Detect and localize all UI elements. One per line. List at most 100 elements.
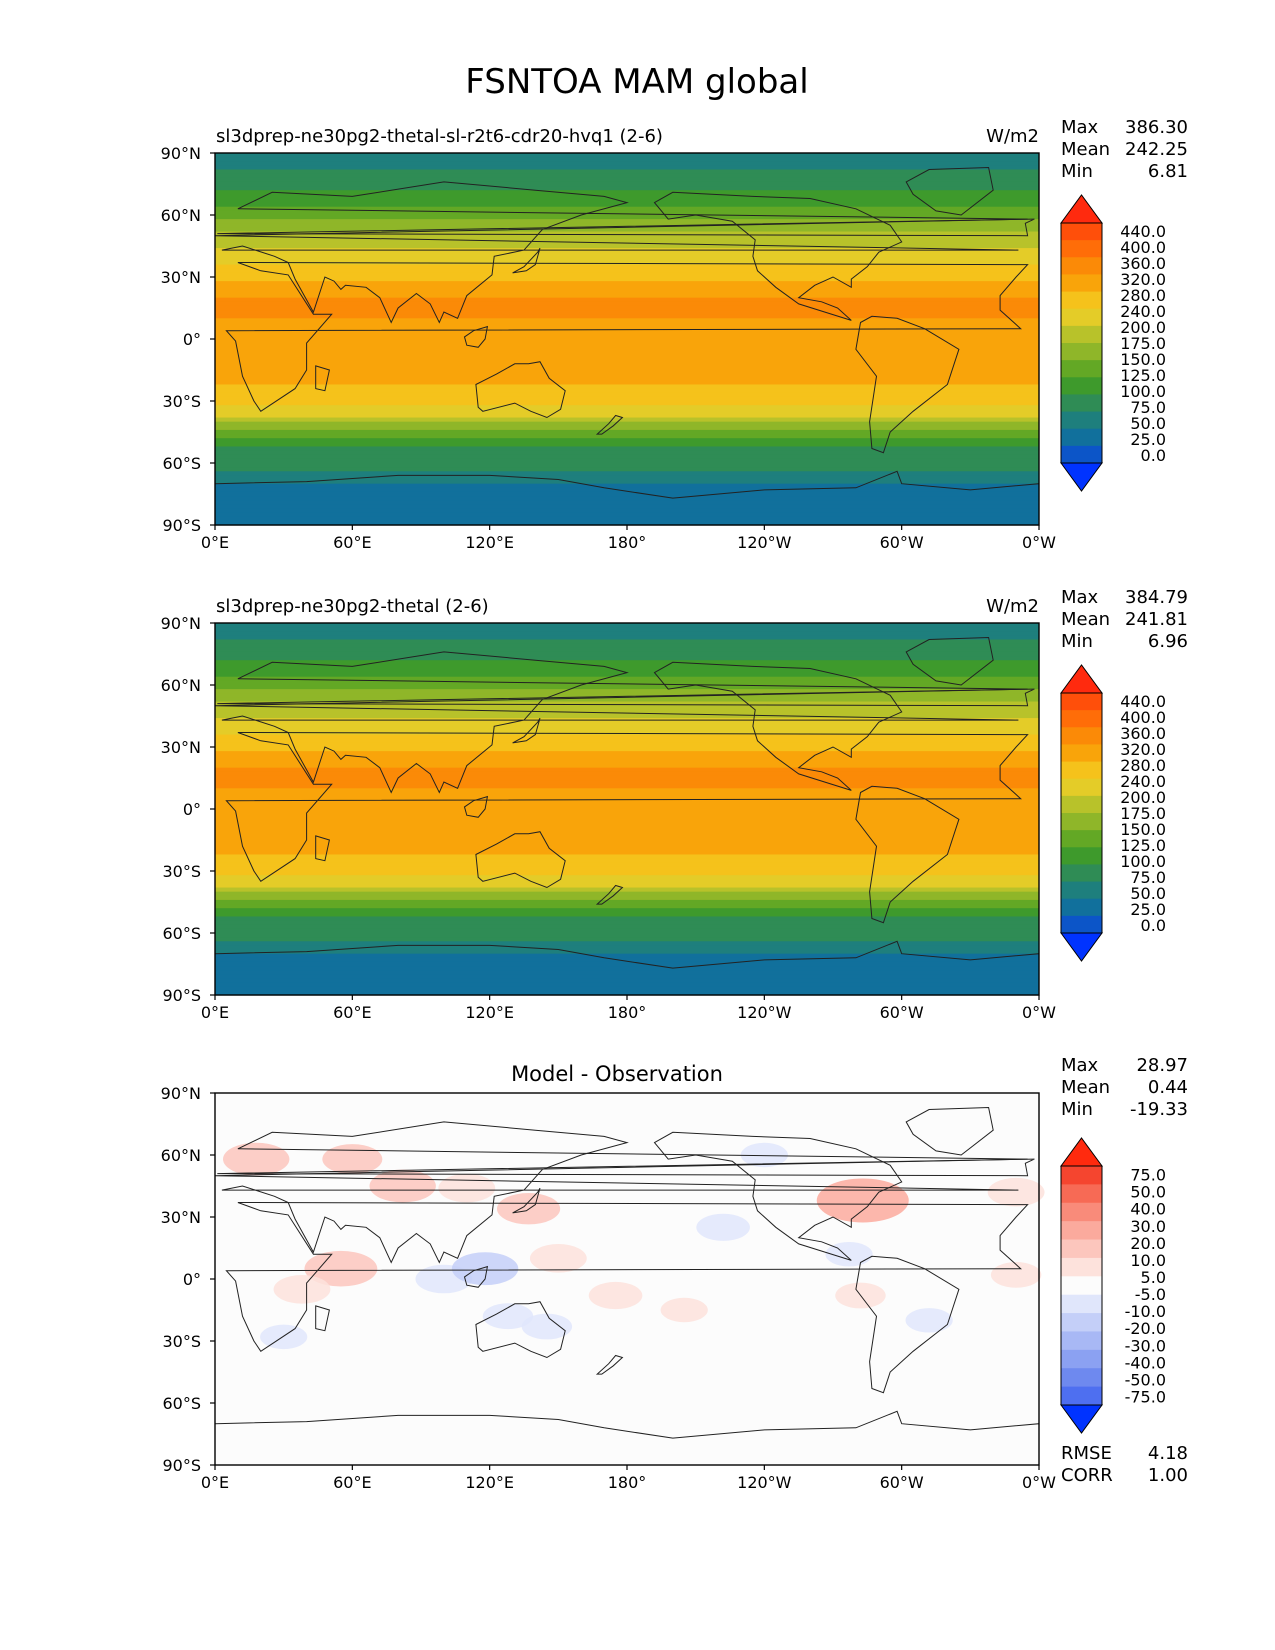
stats: Max 386.30 Mean 242.25 Min 6.81 — [1061, 117, 1188, 182]
colorbar-level-label: 240.0 — [1120, 302, 1166, 321]
field-band — [215, 726, 1039, 732]
x-tick-label: 0°E — [201, 1473, 229, 1492]
field-band — [215, 871, 1039, 876]
field-band — [215, 846, 1039, 851]
colorbar-level-label: 280.0 — [1120, 286, 1166, 305]
field-band — [215, 730, 1039, 736]
field-band — [215, 862, 1039, 868]
negative-anomaly — [905, 1308, 953, 1333]
y-tick-label: 60°S — [162, 454, 201, 473]
colorbar-segment — [1061, 308, 1102, 327]
field-band — [215, 738, 1039, 744]
coastline-new-zealand — [595, 414, 624, 435]
coastline-japan — [512, 247, 541, 274]
field-band — [215, 627, 1039, 632]
x-tick-label: 120°W — [737, 1003, 792, 1022]
colorbar-segment — [1061, 693, 1102, 711]
field-band — [215, 775, 1039, 781]
colorbar-level-label: 25.0 — [1130, 430, 1166, 449]
field-band — [215, 434, 1039, 439]
field-band — [215, 895, 1039, 901]
colorbar-segment — [1061, 1166, 1102, 1185]
coastline-japan — [512, 1187, 541, 1214]
field-band — [215, 709, 1039, 715]
field-band — [215, 804, 1039, 810]
field-band — [215, 763, 1039, 769]
x-tick-label: 120°W — [737, 533, 792, 552]
colorbar-level-label: 75.0 — [1130, 868, 1166, 887]
y-tick-label: 0° — [183, 1270, 201, 1289]
metrics: RMSE 4.18 CORR 1.00 — [1061, 1443, 1188, 1486]
colorbar-segment — [1061, 411, 1102, 430]
field-band — [215, 202, 1039, 208]
field-band — [215, 990, 1039, 996]
field-band — [215, 664, 1039, 670]
field-band — [215, 705, 1039, 711]
field-band — [215, 693, 1039, 698]
field-band — [215, 755, 1039, 760]
x-tick-label: 180° — [608, 533, 647, 552]
field-band — [215, 639, 1039, 645]
coastline-greenland — [905, 636, 994, 686]
field-band — [215, 879, 1039, 884]
coastline-uk — [217, 1158, 1035, 1177]
colorbar-segment — [1061, 761, 1102, 780]
field-band — [215, 643, 1039, 649]
colorbar-segment — [1061, 343, 1102, 361]
y-tick-label: 30°N — [161, 268, 201, 287]
x-tick-label: 60°E — [333, 533, 371, 552]
y-tick-label: 60°S — [162, 924, 201, 943]
field-band — [215, 647, 1039, 653]
field-band — [215, 330, 1039, 336]
field-band — [215, 301, 1039, 307]
field-band — [215, 467, 1039, 472]
stat-label: Mean — [1061, 1077, 1110, 1098]
coastline-madagascar — [315, 835, 330, 862]
colorbar-segment — [1061, 898, 1102, 917]
field-band — [215, 651, 1039, 657]
colorbar-outline — [1060, 692, 1103, 934]
coastline-eurasia — [214, 1121, 1028, 1264]
panel-units: W/m2 — [986, 126, 1039, 147]
y-tick-label: 30°S — [162, 862, 201, 881]
stat-label: Min — [1061, 631, 1093, 652]
field-band — [215, 264, 1039, 270]
colorbar-segment — [1061, 257, 1102, 275]
field-band — [215, 722, 1039, 727]
field-band — [215, 813, 1039, 818]
field-band — [215, 243, 1039, 249]
y-tick-label: 30°S — [162, 392, 201, 411]
colorbar-level-label: 320.0 — [1120, 270, 1166, 289]
axes: 0°E 60°E 120°E 180° 120°W 60°W 0°W 90°N 60°N 30°N… — [161, 614, 1057, 1022]
y-tick-label: 90°N — [161, 144, 201, 163]
y-tick-label: 60°N — [161, 676, 201, 695]
field-band — [215, 388, 1039, 394]
coastline-africa — [225, 1202, 1029, 1352]
coastline-borneo — [463, 1265, 489, 1288]
colorbar-level-label: 40.0 — [1130, 1200, 1166, 1219]
field-band — [215, 417, 1039, 423]
stat-value: 28.97 — [1136, 1055, 1188, 1076]
field-band — [215, 961, 1039, 967]
field-band — [215, 788, 1039, 794]
field-band — [215, 487, 1039, 493]
colorbar-level-label: 280.0 — [1120, 756, 1166, 775]
field-band — [215, 334, 1039, 340]
field-band — [215, 796, 1039, 802]
field-band — [215, 668, 1039, 674]
negative-anomaly — [740, 1142, 788, 1168]
colorbar-segment — [1061, 744, 1102, 763]
colorbar-segment — [1061, 428, 1102, 447]
field-band — [215, 982, 1039, 988]
colorbar-segment — [1061, 813, 1102, 831]
x-tick-label: 120°E — [465, 533, 514, 552]
positive-anomaly — [322, 1144, 383, 1175]
field-band — [215, 363, 1039, 369]
field-band — [215, 970, 1039, 975]
colorbar-segment — [1061, 360, 1102, 378]
field-band — [215, 475, 1039, 481]
field-band — [215, 235, 1039, 241]
colorbar-segment — [1061, 830, 1102, 848]
colorbar-level-label: 175.0 — [1120, 334, 1166, 353]
field-band — [215, 359, 1039, 365]
